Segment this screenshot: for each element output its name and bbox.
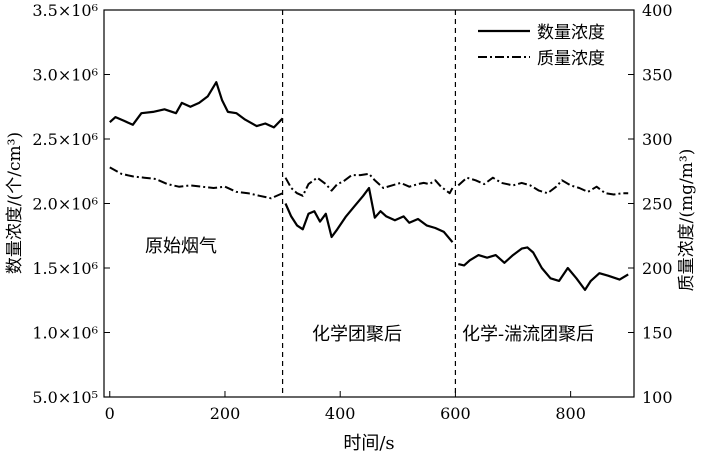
right-y-tick-label: 350 bbox=[642, 66, 673, 85]
x-tick-label: 400 bbox=[325, 404, 356, 423]
series-line-mass-concentration bbox=[109, 166, 284, 200]
series-line-mass-concentration bbox=[284, 172, 454, 197]
right-y-ticks: 100 150 200 250 300 350 400 bbox=[628, 1, 673, 407]
series-line-mass-concentration bbox=[457, 176, 629, 196]
annotation-raw-flue-gas: 原始烟气 bbox=[145, 236, 217, 257]
left-y-tick-label: 2.5×10⁶ bbox=[32, 130, 98, 149]
x-tick-label: 600 bbox=[440, 404, 471, 423]
stage-dividers bbox=[281, 10, 457, 397]
series-line-number-concentration bbox=[458, 246, 629, 291]
series-line-number-concentration bbox=[109, 81, 284, 129]
x-axis-label: 时间/s bbox=[343, 433, 394, 454]
left-y-tick-label: 3.5×10⁶ bbox=[32, 1, 98, 20]
right-y-tick-label: 200 bbox=[642, 259, 673, 278]
right-y-tick-label: 150 bbox=[642, 324, 673, 343]
left-y-axis-label: 数量浓度/(个/cm³) bbox=[5, 132, 25, 274]
series-layer bbox=[109, 81, 629, 291]
left-y-tick-label: 1.0×10⁶ bbox=[32, 324, 98, 343]
right-y-tick-label: 300 bbox=[642, 130, 673, 149]
annotation-after-chemical: 化学团聚后 bbox=[312, 324, 402, 345]
right-y-axis-label: 质量浓度/(mg/m³) bbox=[677, 149, 697, 292]
right-y-tick-label: 250 bbox=[642, 195, 673, 214]
legend-label-mass: 质量浓度 bbox=[537, 49, 605, 69]
left-y-tick-label: 2.0×10⁶ bbox=[32, 195, 98, 214]
left-y-tick-label: 1.5×10⁶ bbox=[32, 259, 98, 278]
x-tick-label: 0 bbox=[105, 404, 115, 423]
right-y-tick-label: 400 bbox=[642, 1, 673, 20]
left-y-ticks: 5.0×10⁵ 1.0×10⁶ 1.5×10⁶ 2.0×10⁶ 2.5×10⁶ 3.0×1… bbox=[32, 1, 110, 407]
series-line-number-concentration bbox=[284, 186, 454, 243]
annotation-after-chemical-turbulent: 化学-湍流团聚后 bbox=[462, 324, 594, 345]
legend: 数量浓度 质量浓度 bbox=[478, 23, 605, 69]
right-y-tick-label: 100 bbox=[642, 388, 673, 407]
x-tick-label: 200 bbox=[210, 404, 241, 423]
x-ticks: 0 200 400 600 800 bbox=[105, 391, 586, 423]
x-tick-label: 800 bbox=[555, 404, 586, 423]
left-y-tick-label: 5.0×10⁵ bbox=[32, 388, 98, 407]
left-y-tick-label: 3.0×10⁶ bbox=[32, 66, 98, 85]
legend-label-number: 数量浓度 bbox=[537, 23, 605, 43]
